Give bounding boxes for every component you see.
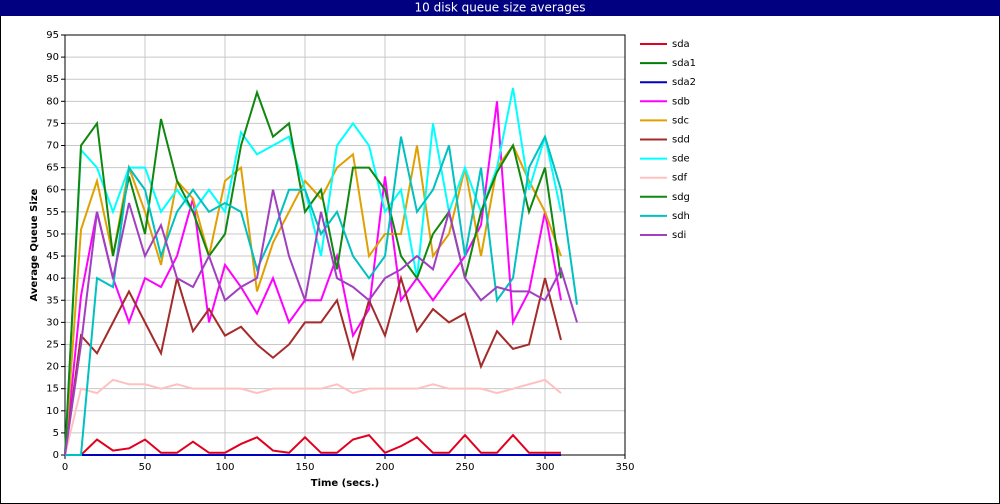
y-tick-label: 50	[46, 229, 59, 240]
y-tick-label: 15	[46, 384, 59, 395]
y-tick-label: 20	[46, 362, 59, 373]
x-tick-label: 0	[62, 462, 68, 473]
y-tick-label: 40	[46, 273, 59, 284]
legend-label: sdc	[672, 115, 689, 126]
y-tick-label: 90	[46, 52, 59, 63]
x-tick-label: 50	[139, 462, 152, 473]
x-axis-label: Time (secs.)	[311, 478, 380, 489]
y-axis-label: Average Queue Size	[29, 188, 40, 301]
series-line	[65, 134, 578, 456]
y-tick-label: 0	[53, 450, 59, 461]
y-tick-label: 65	[46, 163, 59, 174]
series-line	[64, 378, 562, 456]
y-tick-label: 55	[46, 207, 59, 218]
chart-title: 10 disk queue size averages	[415, 1, 586, 15]
y-tick-label: 45	[46, 251, 59, 262]
plot-area	[64, 34, 626, 456]
legend-label: sdg	[672, 192, 690, 203]
legend-label: sdf	[672, 173, 688, 184]
y-tick-label: 85	[46, 74, 59, 85]
x-tick-label: 300	[535, 462, 554, 473]
y-tick-label: 80	[46, 96, 59, 107]
x-tick-label: 150	[295, 462, 314, 473]
legend-label: sdb	[672, 96, 690, 107]
series-line	[65, 433, 561, 456]
y-tick-label: 10	[46, 406, 59, 417]
legend-label: sda	[672, 39, 690, 50]
legend-label: sdh	[672, 211, 690, 222]
x-tick-label: 250	[455, 462, 474, 473]
y-tick-label: 95	[46, 30, 59, 41]
legend-label: sda2	[672, 77, 696, 88]
x-tick-label: 200	[375, 462, 394, 473]
x-tick-label: 100	[215, 462, 234, 473]
legend-label: sda1	[672, 58, 696, 69]
series-line	[64, 189, 578, 456]
legend-label: sdi	[672, 230, 686, 241]
series-line	[64, 274, 562, 456]
y-tick-label: 25	[46, 339, 59, 350]
series-line	[64, 89, 562, 456]
legend-label: sdd	[672, 135, 690, 146]
series-line	[64, 87, 562, 456]
x-tick-label: 350	[615, 462, 634, 473]
y-tick-label: 5	[53, 428, 59, 439]
legend-label: sde	[672, 154, 690, 165]
y-tick-label: 35	[46, 295, 59, 306]
title-bar	[0, 0, 1000, 16]
y-tick-label: 75	[46, 118, 59, 129]
series-line	[64, 101, 562, 456]
y-tick-label: 60	[46, 185, 59, 196]
y-tick-label: 30	[46, 317, 59, 328]
y-tick-label: 70	[46, 141, 59, 152]
